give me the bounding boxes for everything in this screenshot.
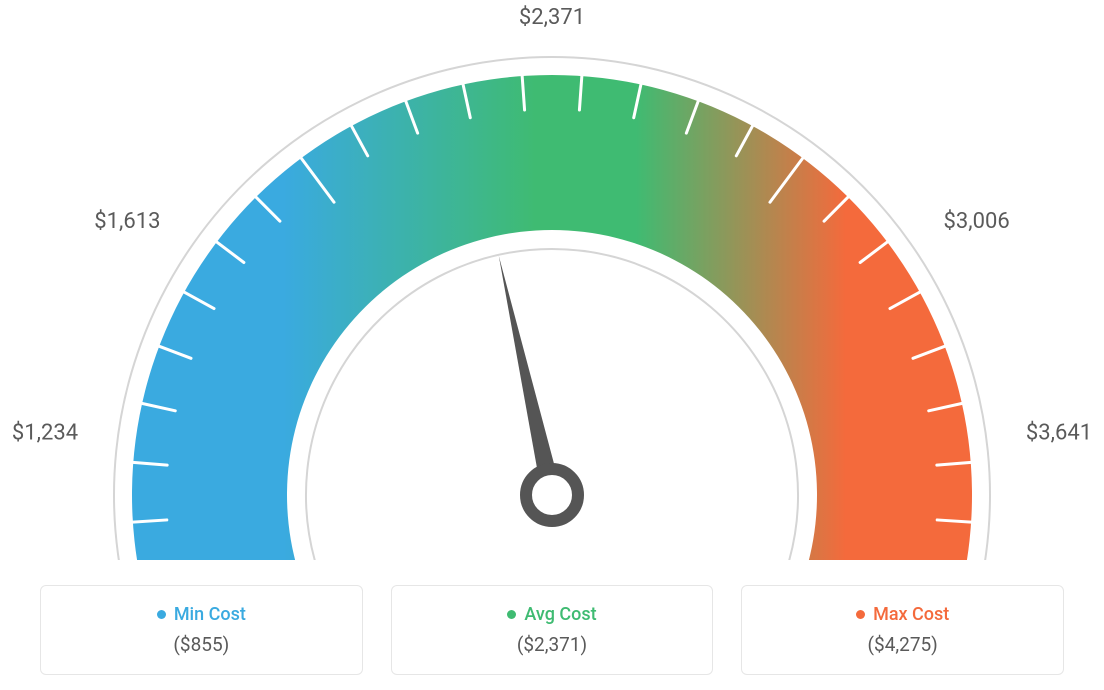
legend: Min Cost ($855) Avg Cost ($2,371) Max Co…	[0, 570, 1104, 690]
legend-card-max: Max Cost ($4,275)	[741, 585, 1064, 675]
legend-dot-max	[856, 610, 865, 619]
legend-value-avg: ($2,371)	[517, 633, 587, 656]
legend-value-max: ($4,275)	[868, 633, 938, 656]
legend-card-avg: Avg Cost ($2,371)	[391, 585, 714, 675]
legend-card-min: Min Cost ($855)	[40, 585, 363, 675]
svg-text:$2,371: $2,371	[519, 5, 585, 30]
svg-text:$1,234: $1,234	[12, 421, 78, 446]
legend-value-min: ($855)	[173, 633, 229, 656]
cost-gauge: $855$1,234$1,613$2,371$3,006$3,641$4,275	[0, 0, 1104, 560]
svg-text:$3,641: $3,641	[1026, 421, 1092, 446]
svg-text:$1,613: $1,613	[94, 209, 160, 234]
legend-label-max: Max Cost	[873, 604, 949, 625]
legend-dot-avg	[507, 610, 516, 619]
legend-label-avg: Avg Cost	[524, 604, 596, 625]
legend-label-min: Min Cost	[174, 604, 246, 625]
svg-text:$3,006: $3,006	[944, 209, 1010, 234]
legend-dot-min	[157, 610, 166, 619]
